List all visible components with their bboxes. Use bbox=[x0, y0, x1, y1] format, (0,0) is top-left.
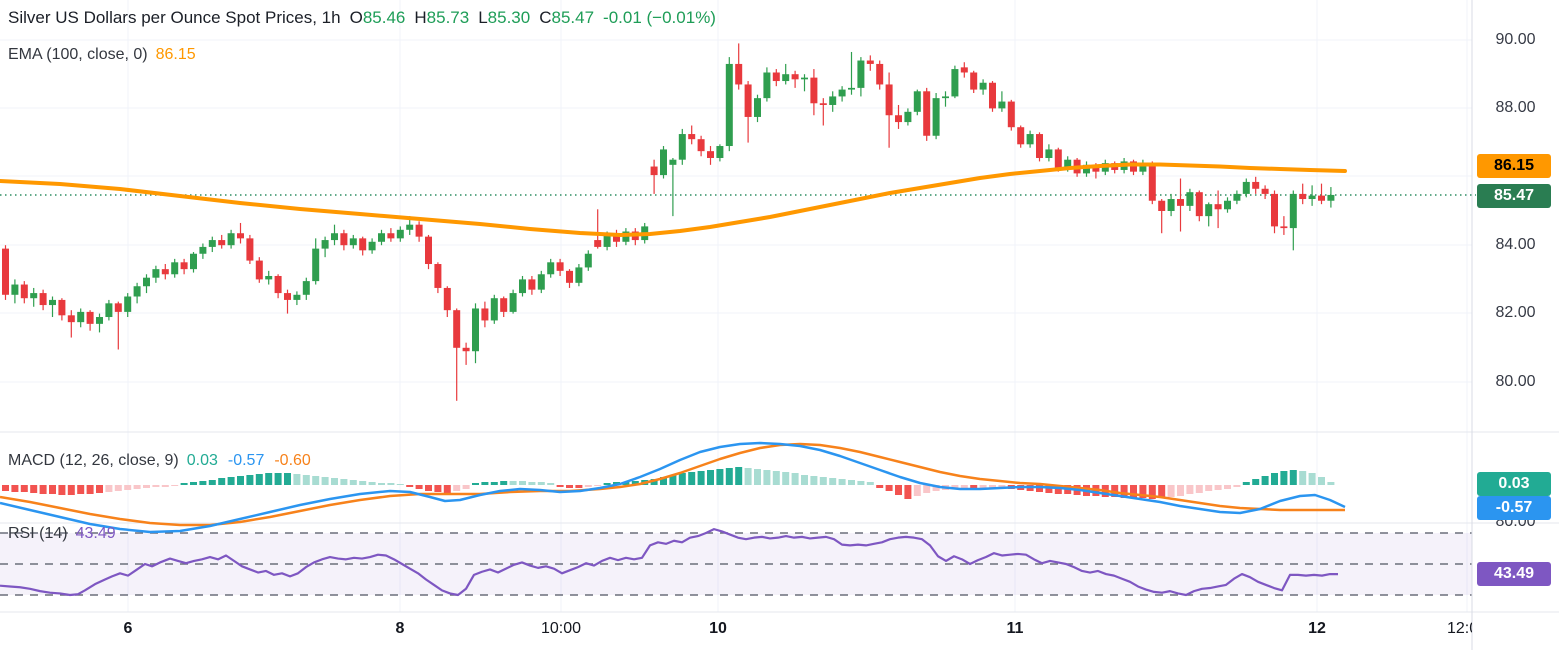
time-axis-label: 10:00 bbox=[540, 620, 582, 637]
ohlc-l: L85.30 bbox=[478, 8, 531, 27]
rsi-indicator-row: RSI (14) 43.49 bbox=[8, 525, 116, 543]
ohlc-c: C85.47 bbox=[539, 8, 595, 27]
price-change: -0.01 (−0.01%) bbox=[603, 8, 716, 27]
ohlc-values: O85.46 H85.73 L85.30 C85.47 bbox=[350, 8, 594, 28]
ema-label: EMA (100, close, 0) bbox=[8, 46, 148, 63]
macd-values: 0.03 -0.57 -0.60 bbox=[187, 452, 311, 470]
ohlc-h: H85.73 bbox=[414, 8, 470, 27]
macd-value: -0.57 bbox=[227, 452, 265, 469]
ema-value: 86.15 bbox=[155, 46, 196, 63]
time-axis-label: 10 bbox=[709, 620, 727, 637]
time-axis-label: 6 bbox=[123, 620, 133, 637]
time-axis-label: 11 bbox=[1006, 620, 1024, 637]
macd-value: 0.03 bbox=[186, 452, 218, 469]
symbol-title: Silver US Dollars per Ounce Spot Prices,… bbox=[8, 8, 341, 27]
time-axis-label: 12 bbox=[1308, 620, 1326, 637]
symbol-title-row: Silver US Dollars per Ounce Spot Prices,… bbox=[8, 8, 716, 28]
rsi-value: 43.49 bbox=[75, 525, 116, 542]
time-axis-label: 8 bbox=[395, 620, 405, 637]
macd-indicator-row: MACD (12, 26, close, 9) 0.03 -0.57 -0.60 bbox=[8, 452, 311, 470]
rsi-label: RSI (14) bbox=[8, 525, 68, 542]
macd-value: -0.60 bbox=[274, 452, 311, 469]
ema-indicator-row: EMA (100, close, 0) 86.15 bbox=[8, 46, 196, 64]
ohlc-o: O85.46 bbox=[349, 8, 406, 27]
time-axis-label: 12:00 bbox=[1446, 620, 1472, 637]
macd-label: MACD (12, 26, close, 9) bbox=[8, 452, 179, 469]
time-axis[interactable]: 6 8 10:00 10 11 12 12:00 bbox=[0, 612, 1472, 650]
